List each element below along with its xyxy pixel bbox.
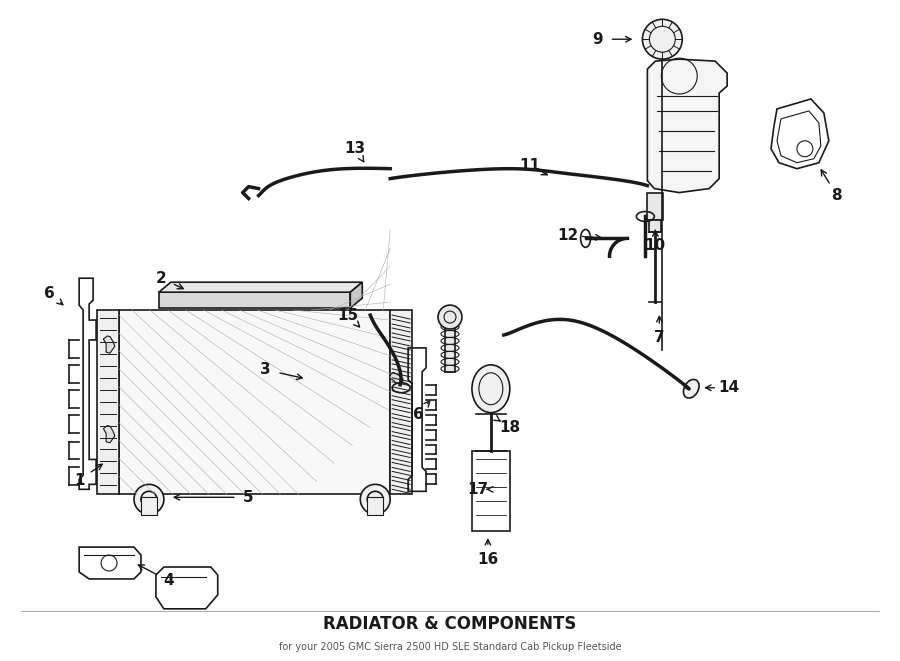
- Text: 13: 13: [345, 141, 366, 156]
- Text: 7: 7: [654, 330, 665, 346]
- Bar: [391, 310, 412, 494]
- Text: 3: 3: [260, 362, 271, 377]
- Circle shape: [360, 485, 391, 514]
- Bar: [445, 322, 455, 372]
- Polygon shape: [104, 426, 115, 443]
- Text: 9: 9: [592, 32, 603, 47]
- Text: 14: 14: [718, 380, 740, 395]
- Polygon shape: [104, 336, 115, 353]
- Text: 6: 6: [413, 407, 424, 422]
- Bar: [650, 221, 662, 233]
- Text: 1: 1: [74, 473, 85, 488]
- Bar: [97, 310, 119, 494]
- Bar: [472, 451, 509, 531]
- Polygon shape: [159, 282, 363, 292]
- Bar: [647, 192, 663, 221]
- Circle shape: [134, 485, 164, 514]
- Polygon shape: [390, 373, 403, 388]
- Bar: [159, 292, 350, 308]
- Bar: [141, 497, 157, 515]
- Text: 5: 5: [243, 490, 254, 505]
- Text: 18: 18: [500, 420, 520, 435]
- Text: for your 2005 GMC Sierra 2500 HD SLE Standard Cab Pickup Fleetside: for your 2005 GMC Sierra 2500 HD SLE Sta…: [279, 642, 621, 652]
- Text: 16: 16: [477, 551, 499, 566]
- Text: 11: 11: [519, 158, 540, 173]
- Polygon shape: [647, 59, 727, 192]
- Bar: [367, 497, 383, 515]
- Circle shape: [643, 19, 682, 59]
- Text: 4: 4: [164, 574, 175, 588]
- Text: RADIATOR & COMPONENTS: RADIATOR & COMPONENTS: [323, 615, 577, 633]
- Text: 2: 2: [156, 271, 166, 286]
- Bar: [119, 310, 391, 494]
- Text: 10: 10: [644, 238, 666, 253]
- Ellipse shape: [392, 383, 410, 393]
- Ellipse shape: [472, 365, 509, 412]
- Text: 6: 6: [44, 286, 55, 301]
- Text: 12: 12: [557, 228, 579, 243]
- Text: 15: 15: [338, 307, 359, 323]
- Text: 8: 8: [832, 188, 842, 203]
- Circle shape: [438, 305, 462, 329]
- Ellipse shape: [683, 379, 699, 398]
- Polygon shape: [350, 282, 363, 308]
- Text: 17: 17: [467, 482, 489, 497]
